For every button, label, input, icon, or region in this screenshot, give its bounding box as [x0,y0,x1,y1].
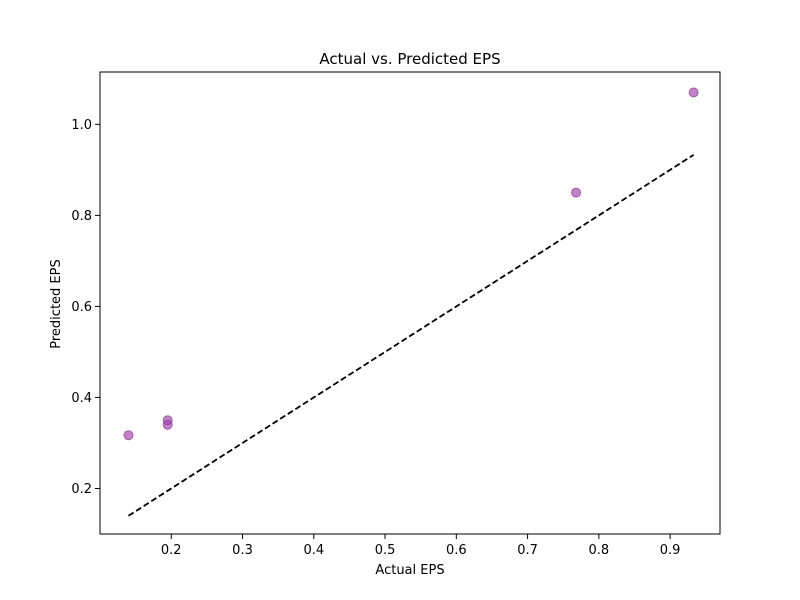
plot-frame [99,71,721,535]
chart-title: Actual vs. Predicted EPS [319,50,500,68]
data-point [162,419,173,430]
x-tick-label: 0.8 [589,543,610,558]
plot-area [99,71,721,535]
x-tick-label: 0.7 [517,543,538,558]
data-point [688,87,699,98]
y-tick-label: 1.0 [71,118,92,133]
reference-line [128,154,695,517]
data-point [123,430,134,441]
y-tick-label: 0.4 [71,391,92,406]
y-tick-label: 0.8 [71,209,92,224]
y-axis-label: Predicted EPS [49,259,64,348]
data-point [571,187,582,198]
x-axis-ticks: 0.2 0.3 0.4 0.5 0.6 0.7 0.8 0.9 [161,534,681,558]
x-tick-label: 0.2 [161,543,182,558]
y-tick-label: 0.2 [71,482,92,497]
x-tick-label: 0.9 [660,543,681,558]
x-tick-label: 0.5 [375,543,396,558]
x-axis-label: Actual EPS [375,563,444,578]
x-tick-label: 0.6 [446,543,467,558]
y-axis-ticks: 0.2 0.4 0.6 0.8 1.0 [71,118,100,497]
x-tick-label: 0.3 [232,543,253,558]
y-tick-label: 0.6 [71,300,92,315]
x-tick-label: 0.4 [303,543,324,558]
